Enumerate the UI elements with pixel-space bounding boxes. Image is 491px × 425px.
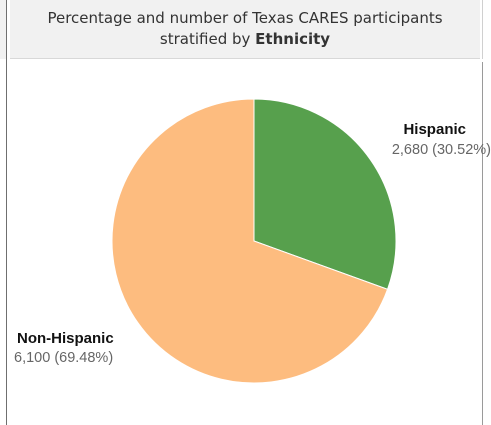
slice-label-hispanic: Hispanic: [403, 121, 466, 138]
title-line-2-prefix: stratified by: [159, 30, 256, 48]
chart-title: Percentage and number of Texas CARES par…: [10, 0, 480, 59]
left-header-strip: [0, 0, 6, 59]
pie-slices: [111, 98, 397, 384]
title-line-2: stratified by Ethnicity: [10, 29, 480, 50]
slice-value-hispanic: 2,680 (30.52%): [392, 142, 491, 158]
slice-label-non-hispanic: Non-Hispanic: [17, 330, 114, 347]
slice-value-non-hispanic: 6,100 (69.48%): [14, 350, 113, 366]
right-border: [482, 62, 483, 425]
title-line-1: Percentage and number of Texas CARES par…: [47, 9, 443, 27]
pie-slice-non-hispanic[interactable]: [111, 98, 389, 384]
right-header-border: [482, 0, 483, 59]
left-border: [6, 0, 7, 425]
title-line-2-bold: Ethnicity: [255, 30, 331, 48]
pie-labels: Hispanic 2,680 (30.52%) Non-Hispanic 6,100 …: [14, 121, 491, 366]
pie-slice-hispanic[interactable]: [253, 98, 397, 290]
